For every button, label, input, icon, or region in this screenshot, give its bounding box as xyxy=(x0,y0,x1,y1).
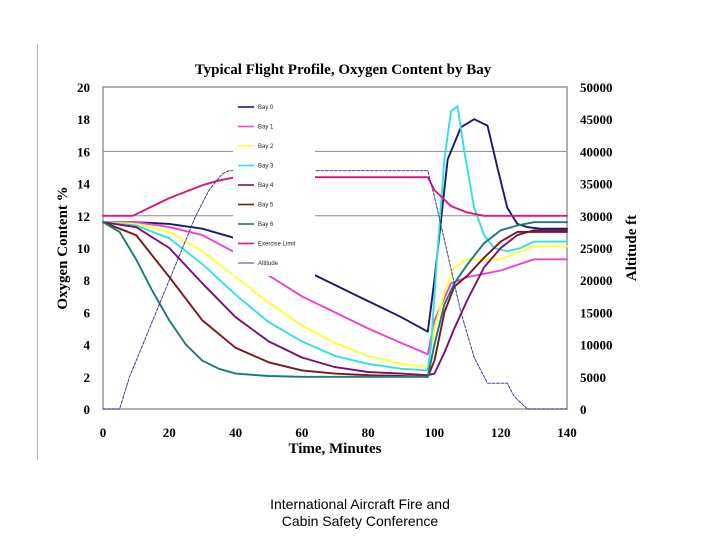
y2-tick-label: 40000 xyxy=(580,144,613,159)
legend-label-0: Bay 0 xyxy=(258,105,274,111)
legend-label-1: Bay 1 xyxy=(258,125,274,131)
series-layer xyxy=(102,105,568,410)
y2-tick-label: 35000 xyxy=(580,177,613,192)
x-tick-label: 20 xyxy=(163,425,176,440)
x-axis-label: Time, Minutes xyxy=(288,441,381,457)
y-tick-label: 16 xyxy=(77,144,91,159)
series-line-bay-6 xyxy=(102,221,568,378)
footer-line-2: Cabin Safety Conference xyxy=(281,513,439,529)
y2-tick-label: 30000 xyxy=(580,209,613,224)
legend-label-4: Bay 4 xyxy=(258,183,274,189)
y-tick-labels: 0 2 4 6 8 10 12 14 16 18 20 xyxy=(77,80,91,417)
x-tick-label: 120 xyxy=(491,425,511,440)
y2-tick-label: 25000 xyxy=(580,241,613,256)
y-tick-label: 6 xyxy=(84,305,91,320)
chart-title: Typical Flight Profile, Oxygen Content b… xyxy=(195,62,492,78)
legend: Bay 0 Bay 1 Bay 2 Bay 3 Bay 4 Bay 5 Bay 6 Exerc… xyxy=(233,98,315,276)
y-tick-label: 4 xyxy=(84,338,91,353)
y2-tick-label: 20000 xyxy=(580,273,613,288)
y-tick-label: 12 xyxy=(77,209,90,224)
footer-line-1: International Aircraft Fire and xyxy=(270,496,450,512)
legend-label-6: Bay 6 xyxy=(258,222,274,228)
series-line-bay-3 xyxy=(102,105,568,372)
y-tick-label: 8 xyxy=(84,273,91,288)
legend-label-5: Bay 5 xyxy=(258,203,274,209)
y2-tick-label: 15000 xyxy=(580,305,613,320)
y-tick-label: 14 xyxy=(77,177,91,192)
series-line-bay-1 xyxy=(102,221,568,356)
y2-tick-label: 50000 xyxy=(580,80,613,95)
series-line-bay-4 xyxy=(102,221,568,377)
series-line-altitude xyxy=(102,170,568,410)
oxygen-chart: Typical Flight Profile, Oxygen Content b… xyxy=(55,62,640,457)
legend-label-2: Bay 2 xyxy=(258,144,274,150)
series-line-exercise-limit xyxy=(102,176,568,217)
y2-tick-label: 10000 xyxy=(580,338,613,353)
y-tick-label: 2 xyxy=(84,370,91,385)
y2-axis-label: Altitude ft xyxy=(624,215,640,281)
y2-tick-labels: 0 5000 10000 15000 20000 25000 30000 35000 40000… xyxy=(580,80,613,417)
footer: International Aircraft Fire and Cabin Sa… xyxy=(0,496,720,530)
y-tick-label: 0 xyxy=(84,402,91,417)
x-tick-label: 0 xyxy=(100,425,107,440)
slide-left-rule xyxy=(37,44,38,460)
y-tick-label: 10 xyxy=(77,241,90,256)
y-axis-label: Oxygen Content % xyxy=(55,186,71,309)
y-tick-label: 18 xyxy=(77,112,91,127)
legend-label-8: Altitude xyxy=(258,261,279,267)
x-tick-label: 100 xyxy=(425,425,445,440)
x-tick-label: 140 xyxy=(557,425,577,440)
y2-tick-label: 0 xyxy=(580,402,587,417)
legend-box xyxy=(233,98,315,276)
series-line-bay-2 xyxy=(102,221,568,369)
x-tick-label: 80 xyxy=(362,425,375,440)
x-tick-label: 60 xyxy=(295,425,308,440)
legend-label-3: Bay 3 xyxy=(258,164,274,170)
y2-tick-label: 45000 xyxy=(580,112,613,127)
x-tick-label: 40 xyxy=(229,425,242,440)
y-tick-label: 20 xyxy=(77,80,90,95)
x-tick-labels: 0 20 40 60 80 100 120 140 xyxy=(100,425,577,440)
y2-tick-label: 5000 xyxy=(580,370,606,385)
legend-label-7: Exercise Limit xyxy=(258,242,296,248)
